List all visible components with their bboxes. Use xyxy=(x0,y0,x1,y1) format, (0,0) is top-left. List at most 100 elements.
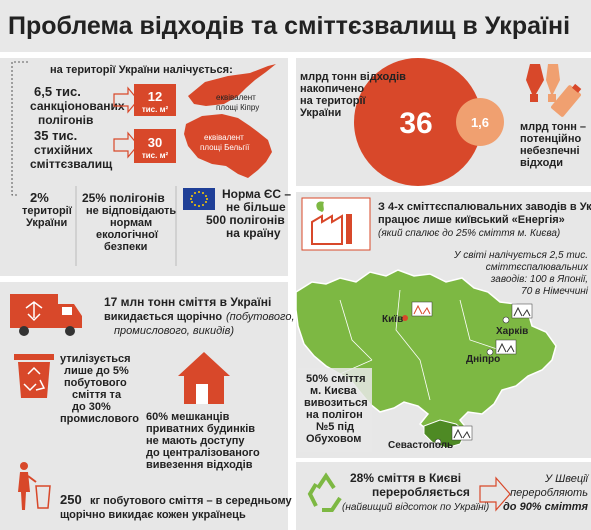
landfills-panel: на території України налічується: 6,5 ти… xyxy=(0,58,291,276)
hazardous-label-2: потенційно xyxy=(520,133,581,145)
page-title: Проблема відходів та сміттєзвалищ в Укра… xyxy=(8,12,570,40)
kyiv-waste-3: вивозиться xyxy=(304,397,368,409)
recycled-2: лише до 5% xyxy=(64,365,129,377)
sanctioned-area-unit: тис. м² xyxy=(142,105,169,114)
cyprus-note-1: еквівалент xyxy=(216,93,256,102)
kharkiv-marker xyxy=(502,303,533,324)
spontaneous-label: стихійних xyxy=(34,143,93,157)
eu-norm-4: на країну xyxy=(226,226,281,240)
private-houses-5: вивезення відходів xyxy=(146,459,253,471)
accumulated-label-2: накопичено xyxy=(300,83,364,95)
recycling-panel: 28% сміття в Києві переробляється (найви… xyxy=(296,462,591,530)
arrow-icon xyxy=(113,131,139,159)
sweden-1: У Швеції xyxy=(544,473,590,485)
sevastopol-label: Севастополь xyxy=(388,440,453,451)
recycled-1: утилізується xyxy=(60,353,131,365)
household-panel: 17 млн тонн сміття в Україні викидається… xyxy=(0,282,295,530)
cyprus-map-icon xyxy=(188,64,276,106)
private-houses-2: приватних будинків xyxy=(146,423,255,435)
world-plants-3: заводів: 100 в Японії, xyxy=(490,274,588,285)
per-person-text-2: щорічно викидає кожен українець xyxy=(60,509,246,521)
plants-panel: З 4-х сміттєспалювальних заводів в Украї… xyxy=(295,192,591,458)
spontaneous-area-box xyxy=(134,129,176,163)
private-houses-4: до централізованого xyxy=(146,447,260,459)
kyiv-waste-2: м. Києва xyxy=(310,385,357,397)
kyiv-waste-6: Обуховом xyxy=(306,433,361,445)
recycle-bin-icon xyxy=(14,354,54,398)
kharkiv-label: Харків xyxy=(496,326,528,337)
plants-text-2: працює лише київський «Енергія» xyxy=(378,214,565,226)
landfills-intro: на території України налічується: xyxy=(50,64,233,76)
private-houses-3: не мають доступу xyxy=(146,435,245,447)
sweden-3: до 90% сміття xyxy=(503,501,589,513)
sanctioned-label2: полігонів xyxy=(38,113,93,127)
recycling-panel-bg xyxy=(296,462,591,530)
arrow-icon xyxy=(479,476,511,512)
kyiv-marker xyxy=(402,301,433,321)
factory-icon xyxy=(301,197,371,251)
territory-label2: України xyxy=(26,217,67,229)
dnipro-marker xyxy=(486,339,517,356)
per-person-value: 250 xyxy=(60,492,82,507)
region-borders xyxy=(339,289,501,401)
garbage-truck-icon xyxy=(10,294,82,336)
eu-stars-icon xyxy=(190,191,208,207)
plants-text-1: З 4-х сміттєспалювальних заводів в Украї… xyxy=(378,201,591,213)
sanctioned-area-value: 12 xyxy=(148,89,162,104)
accumulated-label-3: на території xyxy=(300,95,367,107)
kyiv-recycled-1: 28% сміття в Києві xyxy=(350,471,461,485)
spontaneous-count: 35 тис. xyxy=(34,128,77,143)
eu-norm-1: Норма ЄС – xyxy=(222,187,291,201)
territory-label: території xyxy=(22,205,73,217)
noncompliant-value: 25% полігонів xyxy=(82,191,165,205)
eu-norm-2: не більше xyxy=(226,200,286,214)
plants-text-3: (який спалює до 25% сміття м. Києва) xyxy=(378,228,560,239)
recycle-icon xyxy=(307,472,342,512)
noncompliant-label-1: не відповідають xyxy=(86,205,176,217)
lightbulb-icon xyxy=(526,64,560,102)
recycled-6: промислового xyxy=(60,413,139,425)
territory-value: 2% xyxy=(30,190,49,205)
world-plants-4: 70 в Німеччині xyxy=(521,286,589,297)
kyiv-waste-note-bg xyxy=(298,368,372,452)
arrow-icon xyxy=(113,86,139,114)
accumulated-circle xyxy=(354,58,482,186)
spontaneous-area-unit: тис. м² xyxy=(142,151,169,160)
noncompliant-label-2: нормам xyxy=(110,217,152,229)
spontaneous-area-value: 30 xyxy=(148,135,162,150)
accumulated-label-1: млрд тонн відходів xyxy=(300,71,406,83)
noncompliant-label-4: безпеки xyxy=(104,241,147,253)
belgium-note-1: еквівалент xyxy=(204,133,244,142)
recycled-4: сміття та xyxy=(72,389,122,401)
accumulated-value: 36 xyxy=(399,107,432,140)
hazardous-label-1: млрд тонн – xyxy=(520,121,586,133)
world-plants-1: У світі налічується 2,5 тис. xyxy=(453,250,588,261)
annual-waste-3: промислового, викидів) xyxy=(114,325,234,337)
dnipro-label: Дніпро xyxy=(466,354,500,365)
sanctioned-area-box xyxy=(134,84,176,116)
eu-flag-icon xyxy=(183,188,215,210)
kyiv-label: Київ xyxy=(382,314,403,325)
recycled-5: до 30% xyxy=(72,401,111,413)
annual-waste-2: викидається щорічно xyxy=(104,311,222,323)
kyiv-recycled-2: переробляється xyxy=(372,485,470,499)
hazardous-value: 1,6 xyxy=(471,115,489,130)
hazardous-label-3: небезпечні xyxy=(520,145,580,157)
kyiv-waste-4: на полігон xyxy=(306,409,363,421)
spontaneous-label2: сміттєзвалищ xyxy=(30,157,113,171)
house-icon xyxy=(178,352,230,404)
person-trash-icon xyxy=(18,462,51,510)
header-band xyxy=(0,0,591,52)
noncompliant-label-3: екологічної xyxy=(96,229,159,241)
cyprus-note-2: площі Кіпру xyxy=(216,103,259,112)
eu-norm-3: 500 полігонів xyxy=(206,213,285,227)
kyiv-waste-5: №5 під xyxy=(316,421,354,433)
annual-waste-2b: (побутового, xyxy=(226,311,295,323)
accumulated-label-4: України xyxy=(300,107,341,119)
bracket-line xyxy=(11,61,28,196)
accumulated-panel: млрд тонн відходів накопичено на територ… xyxy=(296,58,591,186)
private-houses-1: 60% мешканців xyxy=(146,411,230,423)
sevastopol-marker xyxy=(434,425,473,446)
belgium-map-icon xyxy=(184,114,272,178)
